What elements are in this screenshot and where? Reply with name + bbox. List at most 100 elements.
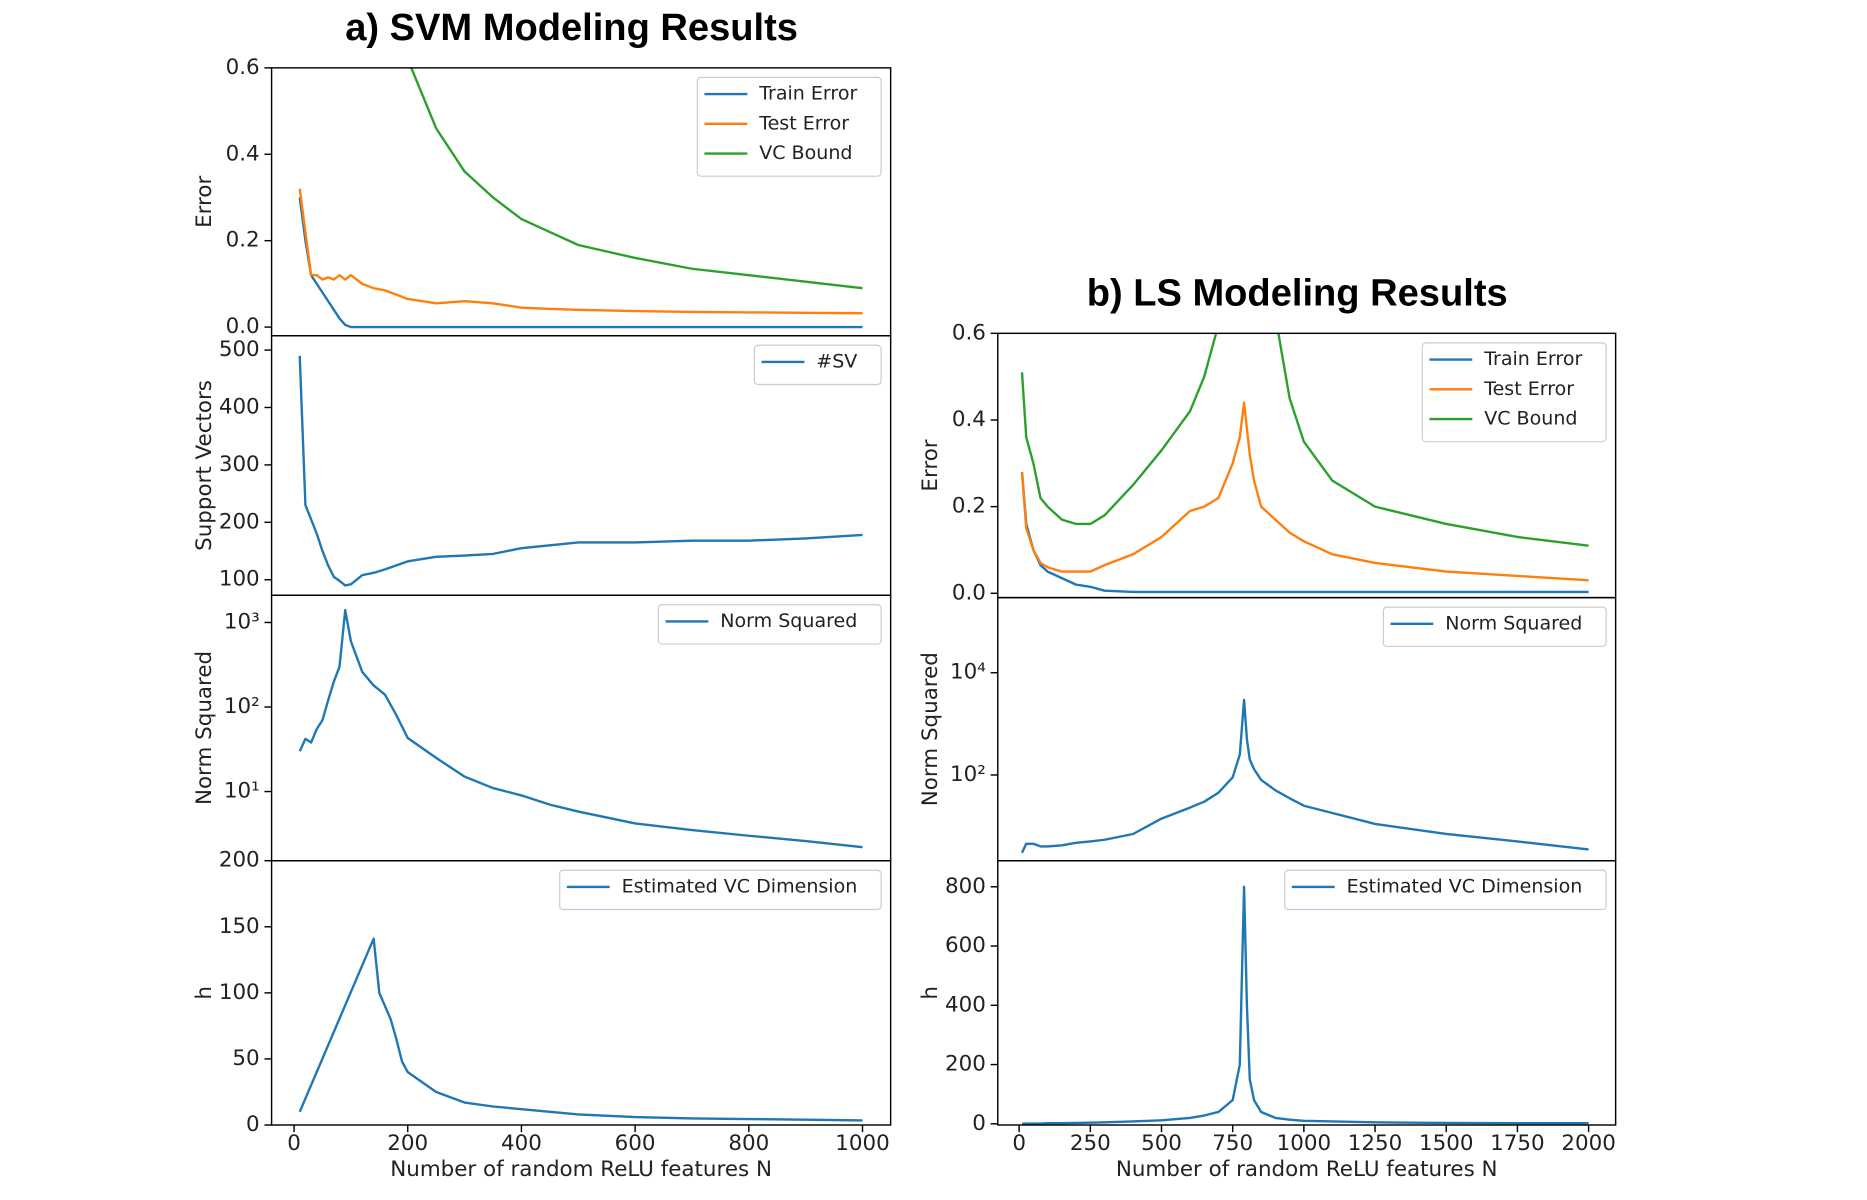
y-tick-label: 0 xyxy=(246,1112,260,1137)
data-line xyxy=(1021,885,1589,1125)
y-tick-label: 200 xyxy=(219,848,260,873)
legend-box xyxy=(753,344,882,386)
legend-label: Estimated VC Dimension xyxy=(622,875,858,897)
legend: Train Error Test Error VC Bound xyxy=(696,76,882,177)
y-tick-label: 100 xyxy=(219,567,260,592)
x-tick-label: 2000 xyxy=(1561,1131,1615,1156)
x-axis-label: Number of random ReLU features N xyxy=(1116,1157,1498,1182)
x-tick-label: 400 xyxy=(501,1131,542,1156)
legend-label: Train Error xyxy=(758,83,857,105)
subplot: 10¹ 10² 10³ Norm Squared Norm Squared xyxy=(192,594,892,862)
y-tick-label: 0.0 xyxy=(226,314,260,339)
x-tick-label: 0 xyxy=(287,1131,301,1156)
legend: Estimated VC Dimension xyxy=(559,869,882,911)
legend-label: Test Error xyxy=(1483,378,1574,400)
x-tick-label: 0 xyxy=(1012,1131,1026,1156)
data-line xyxy=(298,188,863,315)
y-tick-label: 0.4 xyxy=(952,407,986,432)
y-tick-label: 200 xyxy=(219,509,260,534)
y-axis-label: h xyxy=(192,986,217,1000)
y-axis-label: Error xyxy=(192,176,217,228)
y-axis-label: Support Vectors xyxy=(192,380,217,551)
legend-box xyxy=(559,869,882,911)
y-tick-label: 0.6 xyxy=(952,320,986,345)
data-line xyxy=(1020,401,1589,582)
legend-box xyxy=(1382,606,1607,648)
subplot: 10² 10⁴ Norm Squared Norm Squared xyxy=(918,596,1617,862)
y-tick-label: 0 xyxy=(972,1111,986,1136)
x-tick-label: 250 xyxy=(1070,1131,1111,1156)
legend: Norm Squared xyxy=(1382,606,1607,648)
y-tick-label: 300 xyxy=(219,452,260,477)
x-tick-label: 1250 xyxy=(1348,1131,1402,1156)
x-tick-label: 1000 xyxy=(835,1131,889,1156)
legend-label: VC Bound xyxy=(759,142,852,164)
x-tick-label: 1000 xyxy=(1277,1131,1331,1156)
legend-label: Estimated VC Dimension xyxy=(1347,875,1583,897)
y-tick-label: 200 xyxy=(945,1052,986,1077)
legend-label: VC Bound xyxy=(1484,408,1577,430)
legend-label: Test Error xyxy=(758,112,849,134)
y-tick-label: 0.0 xyxy=(952,580,986,605)
y-tick-label: 10³ xyxy=(224,609,260,634)
x-tick-label: 500 xyxy=(1141,1131,1182,1156)
y-axis-label: Norm Squared xyxy=(918,652,943,806)
x-tick-label: 800 xyxy=(728,1131,769,1156)
subplot: 0.0 0.2 0.4 0.6 a) SVM Modeling Results Error… xyxy=(192,7,892,339)
legend-box xyxy=(1421,342,1607,443)
y-tick-label: 0.6 xyxy=(226,55,260,80)
y-tick-label: 50 xyxy=(232,1046,259,1071)
y-tick-label: 10⁴ xyxy=(950,660,986,685)
legend-label: Train Error xyxy=(1483,348,1582,370)
x-axis-label: Number of random ReLU features N xyxy=(390,1157,772,1182)
y-tick-label: 10² xyxy=(950,762,986,787)
legend-box xyxy=(657,604,882,645)
legend-label: Norm Squared xyxy=(720,610,857,632)
y-tick-label: 0.2 xyxy=(952,494,986,519)
data-line xyxy=(410,67,863,290)
y-tick-label: 10¹ xyxy=(224,779,260,804)
data-line xyxy=(298,608,863,849)
subplot: 0 50 100 150 200 0 200 400 600 800 1000 Number of r… xyxy=(192,848,892,1182)
chart-title: b) LS Modeling Results xyxy=(1087,272,1508,314)
legend-label: #SV xyxy=(816,350,857,372)
y-tick-label: 10² xyxy=(224,694,260,719)
data-line xyxy=(298,355,863,587)
y-axis-label: Error xyxy=(918,439,943,491)
y-tick-label: 100 xyxy=(219,980,260,1005)
y-tick-label: 400 xyxy=(945,992,986,1017)
y-axis-label: Norm Squared xyxy=(192,651,217,805)
legend: Norm Squared xyxy=(657,604,882,645)
data-line xyxy=(1020,333,1589,547)
x-tick-label: 600 xyxy=(615,1131,656,1156)
y-tick-label: 0.4 xyxy=(226,141,260,166)
chart-title: a) SVM Modeling Results xyxy=(345,7,798,49)
y-tick-label: 500 xyxy=(219,337,260,362)
x-tick-label: 200 xyxy=(387,1131,428,1156)
legend-box xyxy=(1284,869,1607,911)
y-tick-label: 600 xyxy=(945,933,986,958)
y-axis-label: h xyxy=(918,986,943,1000)
x-tick-label: 1750 xyxy=(1490,1131,1544,1156)
axes-frame xyxy=(997,860,1617,1126)
data-line xyxy=(298,197,863,329)
legend-label: Norm Squared xyxy=(1445,612,1582,634)
y-tick-label: 800 xyxy=(945,874,986,899)
subplot: 0.0 0.2 0.4 0.6 b) LS Modeling Results Error T… xyxy=(918,272,1617,605)
y-tick-label: 400 xyxy=(219,394,260,419)
legend: Train Error Test Error VC Bound xyxy=(1421,342,1607,443)
y-tick-label: 150 xyxy=(219,914,260,939)
legend-box xyxy=(696,76,882,177)
legend: Estimated VC Dimension xyxy=(1284,869,1607,911)
data-line xyxy=(1020,698,1589,854)
legend: #SV xyxy=(753,344,882,386)
x-tick-label: 750 xyxy=(1212,1131,1253,1156)
data-line xyxy=(1020,471,1589,594)
subplot: 0 200 400 600 800 0 250 500 750 1000 1250 1500 1750 2… xyxy=(918,860,1617,1182)
data-line xyxy=(298,937,863,1122)
y-tick-label: 0.2 xyxy=(226,228,260,253)
x-tick-label: 1500 xyxy=(1419,1131,1473,1156)
